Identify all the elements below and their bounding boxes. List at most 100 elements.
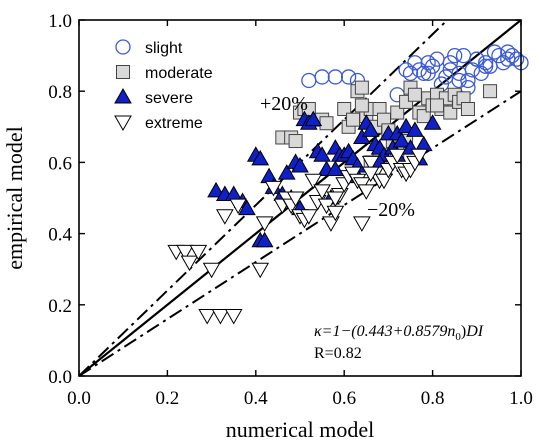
- plot-frame: [78, 19, 522, 377]
- point-slight: [327, 69, 344, 85]
- data-points: [167, 44, 529, 325]
- equation-annotation: κ=1−(0.443+0.8579n0)DI: [314, 323, 484, 343]
- legend-item-slight: slight: [115, 39, 183, 57]
- point-severe: [207, 181, 225, 198]
- point-moderate: [407, 87, 422, 102]
- r-value-annotation: R=0.82: [314, 345, 362, 362]
- point-extreme: [180, 255, 199, 272]
- point-extreme: [251, 262, 270, 279]
- x-tick-label: 0.8: [421, 388, 445, 409]
- point-slight: [442, 62, 458, 78]
- point-extreme: [286, 191, 305, 208]
- x-tick-label: 0.2: [156, 388, 180, 409]
- point-severe: [414, 135, 433, 152]
- point-slight: [398, 62, 414, 78]
- equation-var: n: [447, 323, 455, 340]
- point-slight: [504, 47, 520, 64]
- point-extreme: [357, 184, 376, 200]
- legend-label-slight: slight: [145, 40, 183, 57]
- point-extreme: [264, 180, 283, 197]
- point-moderate: [416, 109, 431, 124]
- point-severe: [361, 121, 380, 137]
- point-extreme: [388, 148, 407, 165]
- point-slight: [451, 72, 467, 89]
- point-extreme: [361, 155, 380, 172]
- point-extreme: [229, 198, 247, 215]
- legend-label-moderate: moderate: [145, 65, 213, 82]
- point-extreme: [361, 166, 380, 183]
- legend-item-moderate: moderate: [116, 65, 213, 82]
- point-slight: [314, 69, 330, 85]
- x-tick-label: 0.4: [244, 388, 268, 409]
- point-severe: [423, 114, 442, 130]
- point-moderate: [390, 105, 405, 120]
- point-moderate: [460, 102, 475, 116]
- y-axis-label: empirical model: [2, 126, 27, 270]
- point-slight: [402, 65, 419, 82]
- point-moderate: [354, 80, 369, 95]
- point-slight: [340, 69, 357, 85]
- point-moderate: [288, 134, 303, 149]
- point-extreme: [202, 262, 221, 279]
- series-extreme: [167, 148, 429, 325]
- equation-di: DI: [465, 323, 484, 340]
- point-extreme: [299, 209, 318, 225]
- point-moderate: [319, 116, 334, 131]
- point-extreme: [176, 244, 194, 261]
- point-extreme: [189, 244, 208, 261]
- point-severe: [238, 199, 256, 216]
- x-tick-label: 0.6: [332, 388, 356, 409]
- point-slight: [301, 72, 317, 89]
- point-slight: [447, 47, 463, 64]
- point-moderate: [443, 105, 458, 120]
- axis-ticks: 0.0 0.2 0.4 0.6 0.8 1.0 0.0 0.2 0.4 0.6 0.8 1.0: [48, 11, 533, 409]
- y-tick-label: 1.0: [48, 11, 72, 32]
- point-slight: [455, 47, 472, 64]
- x-tick-label: 1.0: [509, 388, 533, 409]
- y-tick-label: 0.6: [48, 153, 72, 174]
- point-slight: [420, 55, 436, 71]
- legend-marker-slight: [115, 39, 131, 55]
- point-severe: [277, 164, 296, 180]
- point-extreme: [255, 216, 274, 232]
- point-slight: [460, 72, 476, 89]
- point-moderate: [354, 98, 369, 113]
- point-extreme: [224, 308, 243, 325]
- x-axis-label: numerical model: [226, 417, 374, 442]
- point-slight: [486, 44, 503, 60]
- legend-marker-extreme: [114, 115, 132, 132]
- y-tick-label: 0.2: [48, 296, 72, 317]
- point-extreme: [326, 191, 345, 208]
- point-slight: [420, 65, 436, 82]
- legend-marker-moderate: [116, 65, 130, 79]
- legend-label-severe: severe: [145, 90, 193, 107]
- point-extreme: [313, 184, 331, 200]
- legend-item-severe: severe: [114, 87, 193, 107]
- y-tick-label: 0.8: [48, 82, 72, 103]
- point-severe: [255, 231, 274, 248]
- point-moderate: [346, 112, 361, 127]
- equation-prefix: κ=1−(0.443+0.8579: [314, 323, 447, 340]
- point-extreme: [353, 216, 371, 232]
- point-severe: [251, 149, 270, 166]
- point-extreme: [211, 308, 230, 325]
- point-moderate: [483, 84, 498, 99]
- point-extreme: [304, 173, 323, 190]
- y-tick-label: 0.4: [48, 225, 72, 246]
- point-slight: [500, 44, 516, 60]
- point-severe: [397, 117, 415, 134]
- point-slight: [389, 87, 405, 103]
- legend: slight moderate severe extreme: [114, 39, 213, 132]
- legend-label-extreme: extreme: [145, 115, 203, 132]
- x-tick-label: 0.0: [67, 388, 91, 409]
- point-severe: [406, 121, 424, 137]
- legend-item-extreme: extreme: [114, 115, 203, 132]
- point-slight: [429, 51, 445, 67]
- plus-20-percent-label: +20%: [260, 93, 308, 115]
- point-moderate: [430, 98, 445, 113]
- legend-marker-severe: [114, 87, 132, 104]
- point-severe: [326, 160, 345, 177]
- equation-sub: 0: [455, 331, 461, 343]
- point-extreme: [410, 148, 429, 165]
